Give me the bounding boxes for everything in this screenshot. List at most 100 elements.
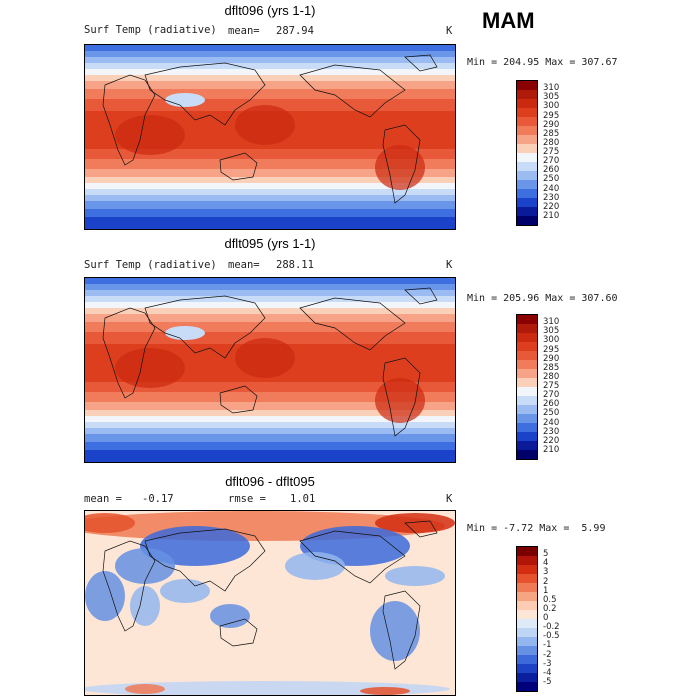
temperature-band [85,322,455,332]
colorbar-bin [517,547,537,556]
colorbar-bin [517,342,537,351]
colorbar-bin [517,126,537,135]
colorbar-bin [517,117,537,126]
colorbar-bin [517,207,537,216]
colorbar-tick-label: 210 [543,210,560,221]
panel2-minmax: Min = 205.96 Max = 307.60 [467,293,618,304]
colorbar-tick-label: 0.2 [543,603,557,614]
colorbar-bin [517,333,537,342]
difference-anomaly [115,548,175,584]
temperature-band [85,45,455,51]
colorbar-bin [517,189,537,198]
colorbar-bin [517,315,537,324]
colorbar-bin [517,90,537,99]
difference-anomaly [125,684,165,694]
coastline [382,357,421,437]
difference-anomaly [160,579,210,603]
colorbar-bin [517,414,537,423]
colorbar-tick-label: 270 [543,156,560,167]
temperature-band [85,428,455,434]
colorbar-bin [517,351,537,360]
coastline [404,520,438,538]
colorbar-tick-label: -2 [543,649,552,660]
temperature-band [85,442,455,450]
colorbar-tick-label: -1 [543,640,552,651]
coastline [144,528,266,592]
temperature-band [85,177,455,183]
panel3-title: dflt096 - dflt095 [225,474,315,489]
temperature-band [85,302,455,308]
panel2-variable: Surf Temp (radiative) [84,259,217,271]
panel1-mean-value: 287.94 [276,25,314,37]
colorbar-tick-label: 230 [543,426,560,437]
colorbar-tick-label: -3 [543,658,552,669]
colorbar-tick-label: 4 [543,558,549,569]
coastline [299,64,406,118]
colorbar-bin [517,637,537,646]
colorbar-tick-label: 240 [543,183,560,194]
difference-anomaly [130,586,160,626]
colorbar-bin [517,198,537,207]
colorbar-bin [517,583,537,592]
colorbar-bin [517,619,537,628]
temperature-band [85,284,455,290]
panel3-rmse-value: 1.01 [290,493,316,505]
warm-land-region [115,115,185,155]
colorbar-tick-label: 0.5 [543,594,557,605]
season-title: MAM [482,8,535,33]
colorbar-bin [517,135,537,144]
colorbar-bin [517,162,537,171]
temperature-band [85,402,455,410]
colorbar-bin [517,664,537,673]
colorbar-bin [517,108,537,117]
colorbar-tick-label: 305 [543,326,560,337]
panel2-mean-label: mean= [228,259,260,271]
temperature-band [85,183,455,189]
temperature-band [85,159,455,169]
coastline [219,385,258,414]
colorbar-tick-label: -0.2 [543,622,560,633]
warm-land-region [115,348,185,388]
panel1-units: K [446,25,453,37]
temperature-band [85,63,455,69]
colorbar-bin [517,432,537,441]
colorbar-tick-label: 240 [543,417,560,428]
colorbar-bin [517,682,537,691]
panel2-map-field [85,278,455,462]
temperature-band [85,89,455,99]
colorbar-bin [517,450,537,459]
colorbar-tick-label: 280 [543,371,560,382]
colorbar-tick-label: 0 [543,613,549,623]
colorbar-tick-label: 310 [543,83,560,94]
colorbar-tick-label: 220 [543,201,560,212]
colorbar-tick-label: 250 [543,408,560,419]
temperature-band [85,57,455,63]
colorbar-bin [517,360,537,369]
colorbar-tick-label: 295 [543,344,560,355]
coastline [102,307,156,399]
colorbar-tick-label: 305 [543,92,560,103]
panel1-variable: Surf Temp (radiative) [84,24,217,36]
plateau-cold-region [165,93,205,107]
temperature-band [85,278,455,284]
colorbar-tick-label: 285 [543,128,560,139]
coastline [299,297,406,351]
temperature-band [85,308,455,314]
panel3-colorbar [516,546,538,692]
colorbar-bin [517,99,537,108]
temperature-band [85,450,455,462]
colorbar-tick-label: 1 [543,585,549,596]
coastline [219,618,258,647]
coastline [102,74,156,166]
colorbar-bin [517,601,537,610]
colorbar-bin [517,610,537,619]
difference-anomaly [85,571,125,621]
temperature-band [85,314,455,322]
panel1-mean-label: mean= [228,25,260,37]
warm-land-region [235,338,295,378]
colorbar-tick-label: 300 [543,335,560,346]
coastline [219,152,258,181]
difference-anomaly [360,687,410,695]
panel3-map-field [85,511,455,695]
panel2-units: K [446,259,453,271]
